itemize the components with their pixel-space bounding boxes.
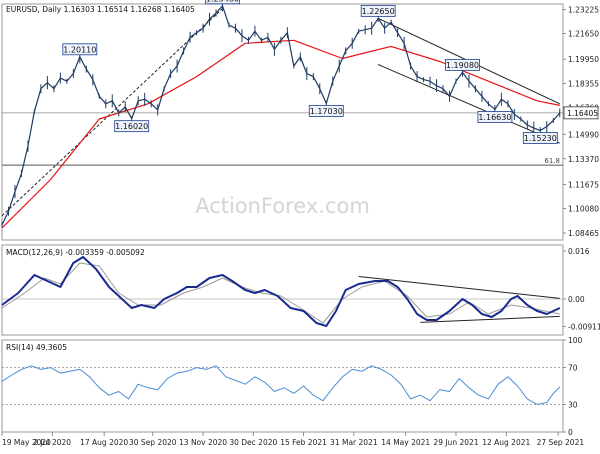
watermark-text: ActionForex.com (195, 194, 370, 218)
level-annotation-label: 1.20110 (63, 45, 96, 54)
level-annotation-label: 1.15230 (524, 134, 557, 143)
price-y-tick-label: 1.19950 (568, 55, 599, 64)
rsi-y-tick-label: 30 (568, 400, 578, 409)
level-annotation-box (522, 132, 558, 144)
macd-y-tick-label: 0.00 (568, 295, 585, 304)
level-annotation-box (445, 58, 480, 71)
level-annotation-label: 1.16020 (115, 122, 148, 131)
x-axis-label: 17 Aug 2020 (80, 438, 128, 447)
x-axis-label: 30 Dec 2020 (229, 438, 277, 447)
macd-y-tick-label: -0.009116 (568, 322, 600, 331)
level-annotation-label: 1.17030 (310, 107, 343, 116)
price-panel-frame (1, 3, 564, 241)
rsi-line (1, 365, 561, 405)
price-y-tick-label: 1.23225 (568, 6, 599, 15)
level-annotation-box (308, 104, 344, 117)
level-annotation-label: 1.23480 (206, 0, 239, 3)
level-annotation-label: 1.22650 (362, 7, 395, 16)
macd-signal-line (1, 262, 560, 324)
level-annotation-label: 1.19080 (446, 61, 479, 70)
current-price-label: 1.16405 (567, 109, 598, 118)
price-panel: ActionForex.com 61.8 1.20110 1.16020 1.23480… (1, 0, 599, 241)
x-axis-label: 14 May 2021 (381, 438, 430, 447)
level-annotation-box (62, 43, 98, 56)
price-y-tick-label: 1.18355 (568, 79, 599, 88)
x-axis-label: 2 Jul 2020 (33, 438, 71, 447)
x-axis-label: 13 Nov 2020 (179, 438, 227, 447)
macd-trendline-0 (358, 276, 560, 299)
macd-panel: 0.016 0.00 -0.009116 MACD(12,26,9) -0.00335… (1, 244, 600, 336)
rsi-panel-frame (1, 339, 564, 433)
rsi-y-tick-label: 70 (568, 364, 578, 373)
x-axis-label: 29 Jun 2021 (433, 438, 478, 447)
price-y-tick-label: 1.10080 (568, 205, 599, 214)
x-axis-label: 15 Feb 2021 (280, 438, 327, 447)
x-axis-label: 12 Aug 2021 (482, 438, 530, 447)
price-y-tick-label: 1.14990 (568, 130, 599, 139)
rsi-header: RSI(14) 49.3605 (6, 343, 67, 352)
price-trendline-0 (1, 8, 223, 217)
price-line (1, 5, 561, 226)
price-y-tick-label: 1.13370 (568, 155, 599, 164)
rsi-panel: 100 70 30 0 RSI(14) 49.3605 (1, 336, 583, 437)
macd-trendline-1 (420, 315, 560, 323)
level-annotation-label: 1.16630 (478, 113, 511, 122)
macd-panel-frame (1, 244, 564, 336)
x-axis-label: 19 May 2020 (2, 438, 51, 447)
macd-line (1, 256, 561, 327)
level-annotation-box (205, 0, 240, 5)
x-axis-label: 31 Mar 2021 (330, 438, 378, 447)
current-price-tag (563, 106, 599, 120)
rsi-y-tick-label: 100 (568, 336, 583, 345)
level-annotation-box (477, 111, 513, 123)
level-annotation-box (114, 120, 150, 133)
x-axis-label: 27 Sep 2021 (537, 438, 585, 447)
macd-header: MACD(12,26,9) -0.003359 -0.005092 (6, 248, 145, 257)
fib-level-label: 61.8 (544, 157, 560, 165)
x-axis-label: 30 Sep 2020 (129, 438, 177, 447)
level-annotation-box (360, 4, 396, 17)
price-y-tick-label: 1.21650 (568, 30, 599, 39)
price-trendline-2 (377, 64, 560, 144)
price-y-tick-label: 1.11675 (568, 180, 599, 189)
price-header: EURUSD, Daily 1.16303 1.16514 1.16268 1.… (6, 5, 195, 14)
rsi-y-tick-label: 0 (568, 428, 573, 437)
moving-average-line (1, 39, 560, 229)
price-y-tick-label: 1.08465 (568, 229, 599, 238)
macd-y-tick-label: 0.016 (568, 247, 590, 256)
